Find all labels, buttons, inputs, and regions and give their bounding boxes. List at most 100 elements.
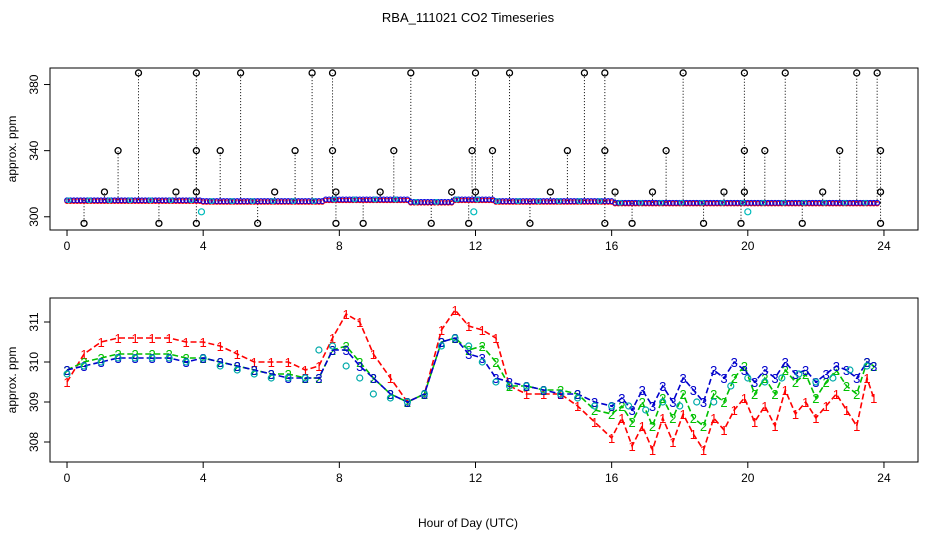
- top-baseline-blue: [598, 198, 605, 204]
- bottom-point-circle: [97, 358, 105, 366]
- top-baseline-blue: [237, 198, 244, 204]
- top-baseline-blue: [87, 197, 94, 204]
- top-baseline-blue: [727, 199, 734, 206]
- top-baseline-blue: [554, 198, 561, 204]
- top-baseline-cyan: [65, 197, 72, 204]
- bottom-point-circle: [556, 390, 565, 398]
- bottom-series-3-point: 3: [618, 391, 625, 406]
- top-plot-frame: [49, 67, 919, 231]
- bottom-series-2-point: 2: [853, 387, 860, 402]
- top-baseline-cyan: [841, 199, 848, 206]
- top-baseline-cyan: [270, 198, 276, 204]
- top-baseline-blue: [700, 199, 707, 206]
- bottom-series-2-point: 2: [792, 375, 799, 390]
- top-baseline-blue: [731, 199, 738, 206]
- top-spike-low-point: [80, 219, 88, 228]
- bottom-series-2-point: 2: [690, 411, 697, 426]
- top-spike-mid-point: [192, 147, 201, 155]
- top-baseline-blue: [574, 198, 581, 204]
- top-baseline-blue: [309, 198, 316, 204]
- top-baseline-blue: [751, 199, 758, 206]
- top-x-tick-label: 4: [200, 239, 207, 253]
- top-baseline-blue: [799, 199, 806, 206]
- top-baseline-blue: [166, 197, 173, 204]
- top-baseline-blue: [475, 196, 482, 203]
- top-spike-small-point: [740, 188, 749, 196]
- bottom-series-1-point: 1: [200, 335, 207, 350]
- top-baseline-cyan: [106, 197, 113, 204]
- top-baseline-blue: [860, 199, 867, 206]
- top-baseline-blue: [761, 199, 768, 206]
- bottom-series-3-point: 3: [114, 351, 121, 366]
- bottom-series-1-point: 1: [234, 347, 241, 362]
- top-baseline-blue: [680, 199, 687, 206]
- bottom-series-2-point: 2: [669, 411, 676, 426]
- top-baseline-blue: [486, 196, 493, 203]
- bottom-series-3-point: 3: [183, 355, 190, 370]
- top-baseline-blue: [547, 198, 554, 204]
- bottom-series-3-point: 3: [710, 363, 717, 378]
- top-spike-high-point: [853, 69, 861, 77]
- top-spike-low-point: [876, 219, 885, 228]
- top-baseline-blue: [210, 198, 217, 204]
- bottom-point-circle: [369, 390, 377, 398]
- top-baseline-blue: [516, 198, 523, 204]
- bottom-point-circle: [114, 354, 122, 362]
- top-baseline-blue: [135, 197, 142, 204]
- bottom-series-1-point: 1: [479, 323, 486, 338]
- top-baseline-blue: [292, 198, 298, 204]
- bottom-point-circle: [437, 342, 446, 350]
- top-spike-mid-point: [563, 147, 572, 155]
- top-spike-mid-point: [662, 147, 670, 155]
- bottom-series-3-point: 3: [761, 363, 768, 378]
- top-baseline-blue: [360, 196, 367, 203]
- bottom-series-3-point: 3: [833, 359, 840, 374]
- bottom-series-3-point: 3: [302, 371, 309, 386]
- top-baseline-blue: [421, 198, 428, 205]
- top-baseline-cyan: [515, 198, 521, 204]
- top-spike-low-point: [526, 219, 534, 228]
- top-y-tick-label: 300: [27, 206, 41, 226]
- bottom-series-2-point: 2: [741, 359, 748, 374]
- bottom-point-circle: [492, 378, 500, 386]
- bottom-series-2-point: 2: [639, 395, 646, 410]
- top-baseline-blue: [717, 199, 724, 206]
- bottom-series-1-point: 1: [574, 399, 581, 414]
- top-baseline-cyan: [596, 198, 603, 204]
- top-spike-small-point: [448, 188, 456, 196]
- top-baseline-blue: [302, 198, 309, 204]
- top-baseline-blue: [676, 199, 683, 206]
- top-baseline-blue: [108, 197, 115, 204]
- top-baseline-blue: [533, 198, 540, 204]
- bottom-series-2-point: 2: [751, 387, 758, 402]
- top-baseline-cyan: [331, 196, 338, 203]
- top-spike-high-point: [679, 69, 687, 77]
- top-spike-small-point: [611, 188, 619, 196]
- top-baseline-blue: [139, 197, 145, 204]
- top-baseline-blue: [190, 197, 196, 204]
- top-baseline-cyan: [188, 197, 195, 204]
- bottom-series-3-point: 3: [421, 387, 428, 402]
- top-spike-small-point: [546, 188, 555, 196]
- top-baseline-cyan: [658, 199, 664, 206]
- top-baseline-blue: [768, 199, 775, 206]
- top-baseline-blue: [462, 196, 469, 203]
- bottom-point-circle: [420, 390, 429, 398]
- top-baseline-blue: [74, 197, 81, 204]
- top-baseline-blue: [339, 196, 346, 203]
- bottom-series-2-point: 2: [833, 363, 840, 378]
- bottom-point-circle: [744, 374, 752, 382]
- top-x-tick-label: 8: [336, 239, 343, 253]
- bottom-series-2-point: 2: [479, 339, 486, 354]
- top-baseline-blue: [380, 196, 387, 203]
- top-baseline-blue: [251, 198, 258, 204]
- bottom-x-tick-label: 0: [64, 471, 71, 485]
- bottom-series-2-point: 2: [782, 363, 789, 378]
- top-baseline-blue: [156, 197, 162, 204]
- top-baseline-blue: [353, 196, 360, 203]
- bottom-series-3-point: 3: [680, 371, 687, 386]
- bottom-series-3-point: 3: [822, 367, 829, 382]
- bottom-point-circle: [642, 406, 650, 414]
- top-baseline-blue: [411, 198, 418, 205]
- top-baseline-blue: [241, 198, 247, 204]
